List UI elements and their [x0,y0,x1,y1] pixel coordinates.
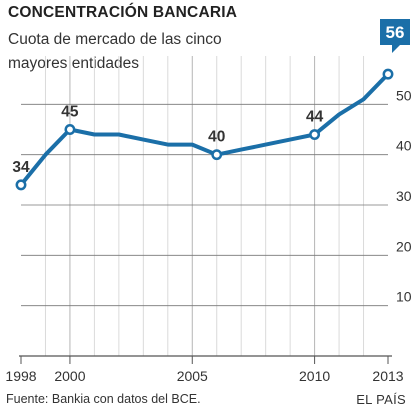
y-tick-label: 30 [396,188,412,204]
x-tick-label: 2000 [54,368,85,384]
highlight-callout-box [380,19,410,53]
y-tick-label: 10 [396,289,412,305]
data-label: 44 [306,109,324,126]
source-note: Fuente: Bankia con datos del BCE. [6,392,201,406]
data-label: 40 [208,129,225,146]
x-tick-label: 2010 [299,368,330,384]
x-tick-label: 2013 [372,368,403,384]
data-point [309,129,321,140]
data-label: 34 [12,159,30,176]
data-point-highlight [382,68,394,80]
chart-subtitle: Cuota de mercado de las cinco mayores en… [8,31,222,72]
y-tick-label: 40 [396,138,412,154]
x-tick-label: 1998 [5,368,36,384]
series-line [19,72,390,187]
y-tick-label: 50 [396,87,412,103]
data-point [15,179,27,191]
data-point [211,149,223,161]
x-tick-label: 2005 [177,368,208,384]
brand-logo-text: EL PAÍS [356,392,406,407]
y-tick-label: 20 [396,238,412,254]
chart-title: CONCENTRACIÓN BANCARIA [8,4,238,21]
data-label: 45 [61,104,79,121]
highlight-label: 56 [386,23,405,42]
data-point [64,124,76,135]
